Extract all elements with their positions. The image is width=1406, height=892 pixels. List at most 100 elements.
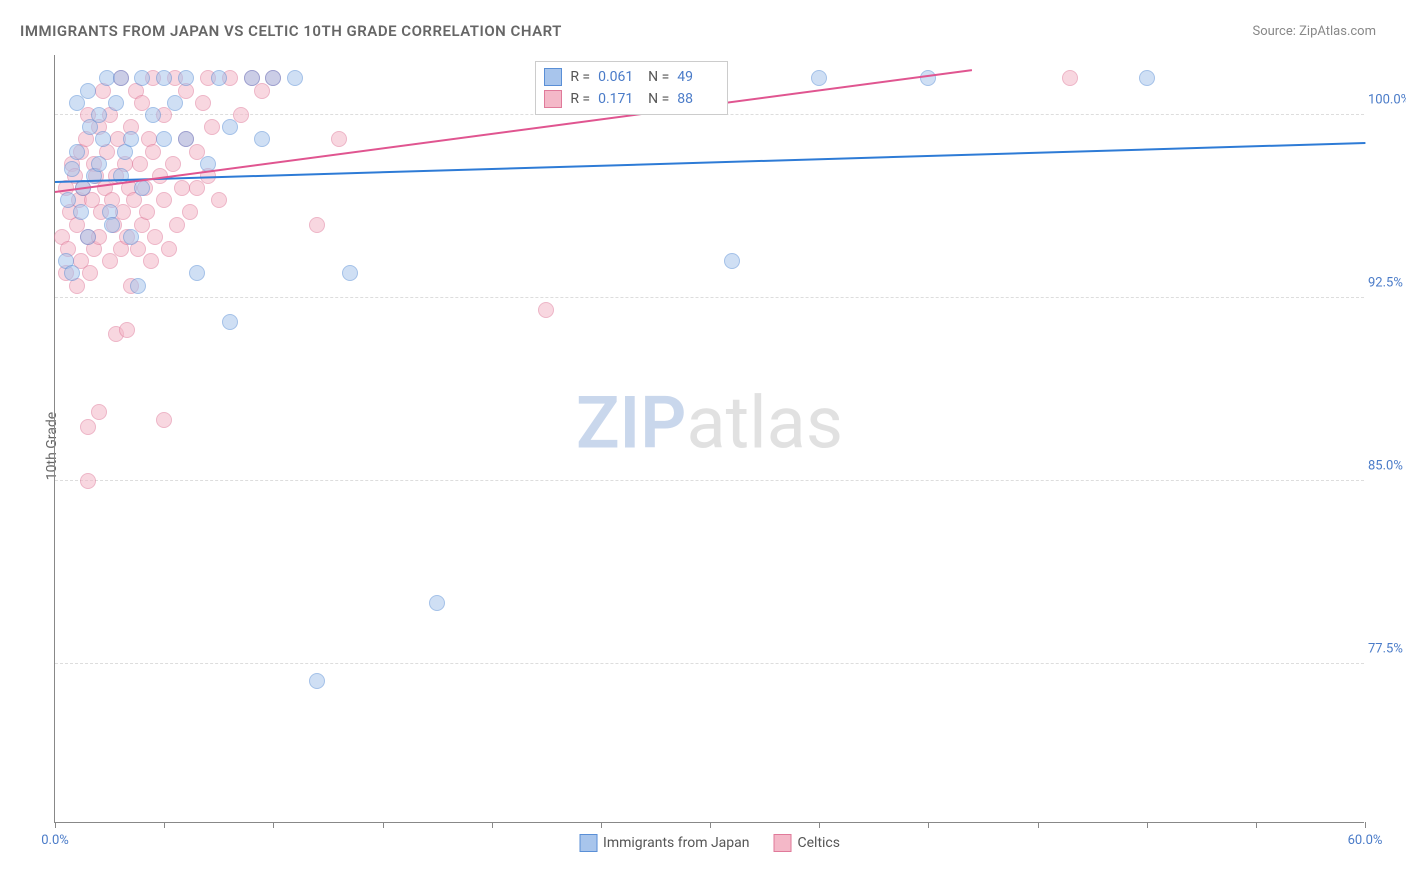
n-label: N = — [648, 69, 669, 85]
data-point — [167, 95, 183, 111]
data-point — [147, 229, 163, 245]
watermark-bold: ZIP — [576, 381, 686, 466]
x-tick — [819, 822, 820, 828]
data-point — [211, 70, 227, 86]
legend-swatch — [579, 834, 597, 852]
x-tick — [55, 822, 56, 828]
data-point — [156, 70, 172, 86]
r-label: R = — [570, 69, 590, 85]
data-point — [156, 412, 172, 428]
data-point — [161, 241, 177, 257]
y-tick-label: 77.5% — [1368, 641, 1406, 656]
gridline — [55, 297, 1364, 298]
data-point — [130, 278, 146, 294]
x-tick — [492, 822, 493, 828]
x-tick-label: 60.0% — [1348, 833, 1383, 848]
data-point — [156, 131, 172, 147]
data-point — [429, 595, 445, 611]
data-point — [73, 204, 89, 220]
data-point — [211, 192, 227, 208]
data-point — [80, 83, 96, 99]
data-point — [165, 156, 181, 172]
x-tick — [383, 822, 384, 828]
y-tick-label: 100.0% — [1368, 92, 1406, 107]
data-point — [1062, 70, 1078, 86]
data-point — [80, 473, 96, 489]
x-tick-label: 0.0% — [41, 833, 69, 848]
x-tick — [710, 822, 711, 828]
data-point — [244, 70, 260, 86]
n-value: 49 — [677, 69, 719, 85]
data-point — [64, 161, 80, 177]
y-tick-label: 92.5% — [1368, 275, 1406, 290]
data-point — [204, 119, 220, 135]
chart-title: IMMIGRANTS FROM JAPAN VS CELTIC 10TH GRA… — [20, 22, 562, 40]
stats-row: R = 0.171N =88 — [544, 88, 719, 110]
correlation-stats-box: R =0.061N =49R = 0.171N =88 — [535, 61, 728, 115]
data-point — [134, 180, 150, 196]
data-point — [134, 70, 150, 86]
n-label: N = — [648, 91, 669, 107]
data-point — [724, 253, 740, 269]
data-point — [91, 156, 107, 172]
data-point — [222, 119, 238, 135]
watermark: ZIPatlas — [576, 381, 843, 466]
data-point — [108, 95, 124, 111]
gridline — [55, 663, 1364, 664]
x-tick — [164, 822, 165, 828]
data-point — [182, 204, 198, 220]
data-point — [920, 70, 936, 86]
x-tick — [1365, 822, 1366, 828]
data-point — [91, 404, 107, 420]
legend-item: Immigrants from Japan — [579, 834, 749, 852]
r-label: R = — [570, 91, 590, 107]
data-point — [132, 156, 148, 172]
data-point — [145, 107, 161, 123]
data-point — [139, 204, 155, 220]
data-point — [1139, 70, 1155, 86]
data-point — [287, 70, 303, 86]
r-value: 0.061 — [598, 69, 640, 85]
watermark-light: atlas — [686, 381, 843, 466]
data-point — [82, 265, 98, 281]
legend-item: Celtics — [774, 834, 840, 852]
data-point — [143, 253, 159, 269]
data-point — [265, 70, 281, 86]
data-point — [178, 131, 194, 147]
data-point — [309, 217, 325, 233]
x-tick — [928, 822, 929, 828]
legend-label: Immigrants from Japan — [603, 835, 749, 851]
data-point — [538, 302, 554, 318]
data-point — [189, 180, 205, 196]
data-point — [189, 265, 205, 281]
data-point — [811, 70, 827, 86]
n-value: 88 — [677, 91, 719, 107]
data-point — [178, 70, 194, 86]
data-point — [95, 131, 111, 147]
x-tick — [601, 822, 602, 828]
x-tick — [1038, 822, 1039, 828]
series-swatch — [544, 90, 562, 108]
x-tick — [1256, 822, 1257, 828]
legend-swatch — [774, 834, 792, 852]
data-point — [80, 419, 96, 435]
series-swatch — [544, 68, 562, 86]
trend-line — [55, 142, 1365, 183]
data-point — [113, 70, 129, 86]
data-point — [254, 131, 270, 147]
data-point — [195, 95, 211, 111]
data-point — [156, 192, 172, 208]
data-point — [169, 217, 185, 233]
data-point — [331, 131, 347, 147]
x-tick — [1147, 822, 1148, 828]
data-point — [174, 180, 190, 196]
data-point — [60, 192, 76, 208]
legend: Immigrants from Japan Celtics — [579, 834, 840, 852]
legend-label: Celtics — [798, 835, 840, 851]
y-tick-label: 85.0% — [1368, 458, 1406, 473]
x-tick — [273, 822, 274, 828]
data-point — [309, 673, 325, 689]
data-point — [123, 229, 139, 245]
data-point — [91, 107, 107, 123]
data-point — [104, 217, 120, 233]
